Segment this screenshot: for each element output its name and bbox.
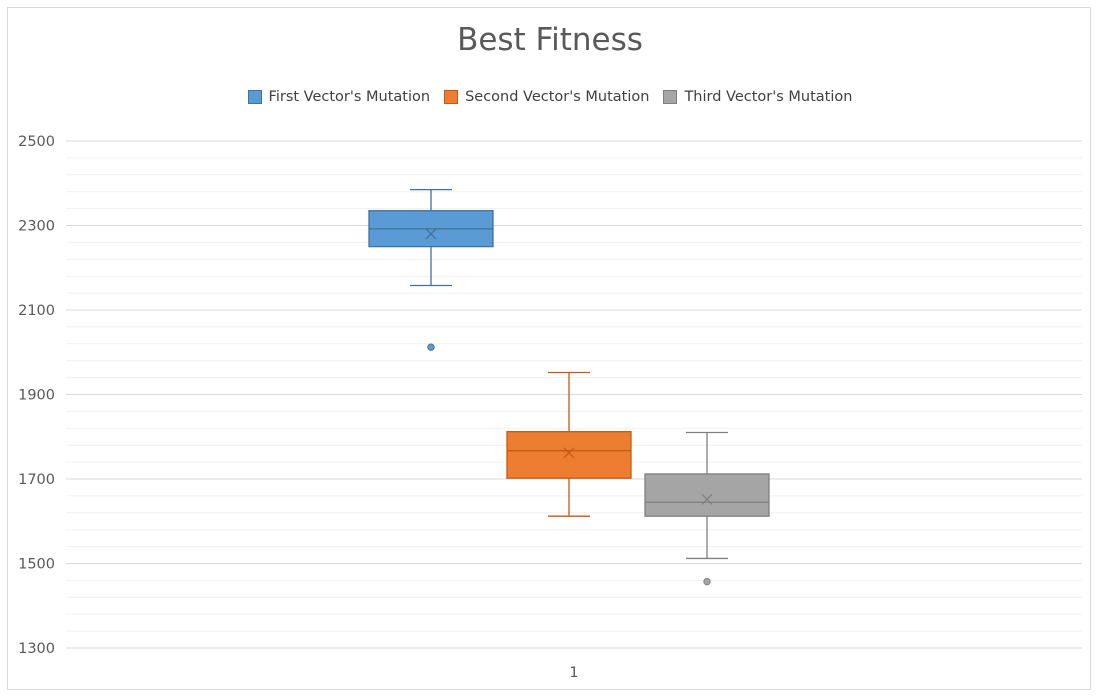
legend-item-third[interactable]: Third Vector's Mutation (663, 89, 852, 105)
legend-item-first[interactable]: First Vector's Mutation (247, 89, 431, 105)
mean-marker (425, 228, 437, 240)
box (644, 473, 770, 517)
legend-swatch-third (663, 90, 678, 104)
legend-swatch-second (444, 90, 459, 104)
mean-marker (563, 447, 575, 459)
outlier-point (703, 577, 711, 586)
box (506, 431, 632, 479)
y-tick-label: 2100 (18, 303, 55, 319)
outlier-point (427, 343, 435, 351)
chart-frame (7, 7, 1091, 690)
x-tick-label: 1 (569, 665, 578, 681)
y-tick-label: 1500 (18, 557, 55, 573)
legend: First Vector's Mutation Second Vector's … (0, 89, 1100, 105)
mean-marker (701, 493, 713, 505)
y-tick-label: 2500 (18, 134, 55, 150)
y-tick-label: 2300 (18, 219, 55, 235)
y-tick-label: 1700 (18, 472, 55, 488)
legend-item-second[interactable]: Second Vector's Mutation (444, 89, 649, 105)
legend-label-first: First Vector's Mutation (268, 89, 431, 105)
legend-label-second: Second Vector's Mutation (465, 89, 650, 105)
legend-swatch-first (247, 90, 262, 104)
y-tick-label: 1900 (18, 388, 55, 404)
y-tick-label: 1300 (18, 641, 55, 657)
legend-label-third: Third Vector's Mutation (684, 89, 853, 105)
chart-title: Best Fitness (457, 22, 643, 58)
